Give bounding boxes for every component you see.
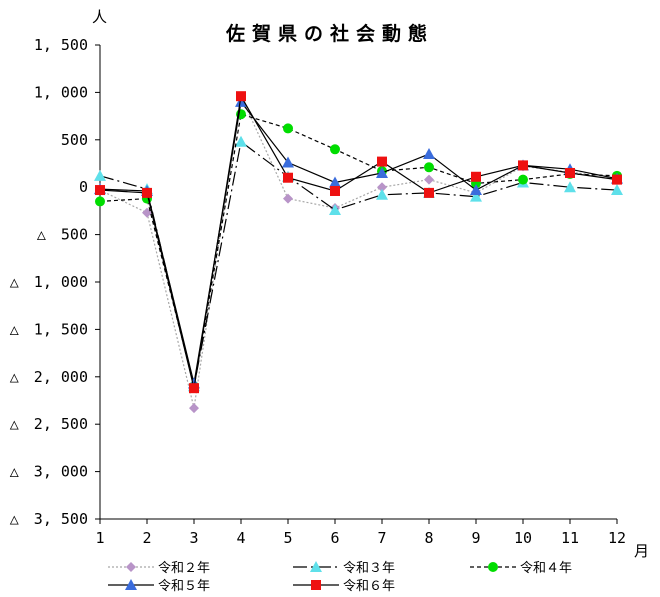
data-point: [518, 160, 528, 171]
y-tick-label: △ 1, 500: [10, 320, 88, 338]
data-point: [189, 383, 199, 394]
y-tick-label: △ 3, 500: [10, 510, 88, 528]
legend-marker: [488, 562, 498, 572]
series-line: [99, 140, 618, 387]
legend-item: 令和２年: [108, 561, 210, 576]
y-tick-label: △ 1, 000: [10, 273, 88, 291]
legend-marker: [310, 561, 322, 572]
data-point: [95, 196, 105, 207]
legend-marker: [125, 579, 137, 590]
data-point: [470, 190, 482, 202]
data-point: [236, 91, 246, 102]
y-axis-unit: 人: [92, 8, 107, 26]
x-tick-label: 5: [283, 529, 292, 547]
y-axis-ticks: 1, 500 1, 000 500 0 △ 500 △ 1, 000 △ 1, 500 △ 2…: [10, 36, 100, 528]
x-tick-label: 3: [189, 529, 198, 547]
data-point: [282, 156, 294, 168]
x-axis-unit: 月: [634, 542, 649, 560]
data-point: [235, 95, 247, 107]
series-layer: [94, 91, 623, 414]
data-point: [564, 181, 576, 193]
data-point: [189, 403, 199, 414]
legend-label: 令和２年: [158, 561, 210, 576]
x-tick-label: 1: [95, 529, 104, 547]
data-point: [424, 174, 434, 185]
data-point: [235, 135, 247, 147]
data-point: [423, 148, 435, 160]
legend-label: 令和５年: [158, 579, 210, 594]
legend-label: 令和４年: [520, 561, 572, 576]
legend-item: 令和５年: [108, 579, 210, 594]
series-4: [94, 95, 623, 389]
x-tick-label: 2: [142, 529, 151, 547]
data-point: [376, 188, 388, 200]
data-point: [424, 187, 434, 198]
series-2: [94, 135, 623, 392]
data-point: [94, 169, 106, 181]
y-tick-label: 0: [79, 178, 88, 196]
legend-label: 令和６年: [343, 579, 395, 594]
data-point: [329, 203, 341, 215]
legend-label: 令和３年: [343, 561, 395, 576]
legend-marker: [126, 562, 136, 572]
y-tick-label: △ 2, 000: [10, 368, 88, 386]
series-line: [99, 94, 618, 409]
legend-item: 令和３年: [293, 561, 395, 576]
data-point: [330, 185, 340, 196]
x-axis-ticks: 1 2 3 4 5 6 7 8 9 10 11 12: [95, 519, 626, 547]
series-5: [95, 91, 622, 394]
x-tick-label: 7: [377, 529, 386, 547]
data-point: [377, 182, 387, 193]
data-point: [612, 174, 622, 185]
data-point: [470, 184, 482, 196]
x-tick-label: 4: [236, 529, 245, 547]
x-tick-label: 12: [608, 529, 626, 547]
legend-marker: [311, 580, 321, 590]
data-point: [376, 166, 388, 178]
legend-item: 令和４年: [470, 561, 572, 576]
series-3: [95, 109, 622, 392]
y-tick-label: 1, 500: [34, 36, 88, 54]
data-point: [424, 162, 434, 173]
x-tick-label: 11: [561, 529, 579, 547]
y-tick-label: △ 2, 500: [10, 415, 88, 433]
legend-item: 令和６年: [293, 579, 395, 594]
series-line: [99, 113, 618, 387]
y-tick-label: △ 500: [37, 226, 88, 244]
data-point: [95, 185, 105, 196]
data-point: [283, 123, 293, 134]
y-tick-label: 500: [61, 131, 88, 149]
data-point: [471, 171, 481, 182]
y-tick-label: 1, 000: [34, 83, 88, 101]
chart-title: 佐賀県の社会動態: [225, 22, 434, 45]
data-point: [518, 174, 528, 185]
x-tick-label: 10: [514, 529, 532, 547]
data-point: [330, 144, 340, 155]
y-tick-label: △ 3, 000: [10, 463, 88, 481]
data-point: [611, 184, 623, 196]
x-tick-label: 6: [330, 529, 339, 547]
data-point: [377, 156, 387, 167]
series-line: [99, 94, 618, 389]
data-point: [329, 176, 341, 188]
data-point: [283, 172, 293, 183]
x-tick-label: 9: [471, 529, 480, 547]
x-tick-label: 8: [424, 529, 433, 547]
series-line: [99, 100, 618, 384]
data-point: [283, 193, 293, 204]
series-1: [95, 91, 622, 414]
data-point: [565, 167, 575, 178]
data-point: [142, 187, 152, 198]
